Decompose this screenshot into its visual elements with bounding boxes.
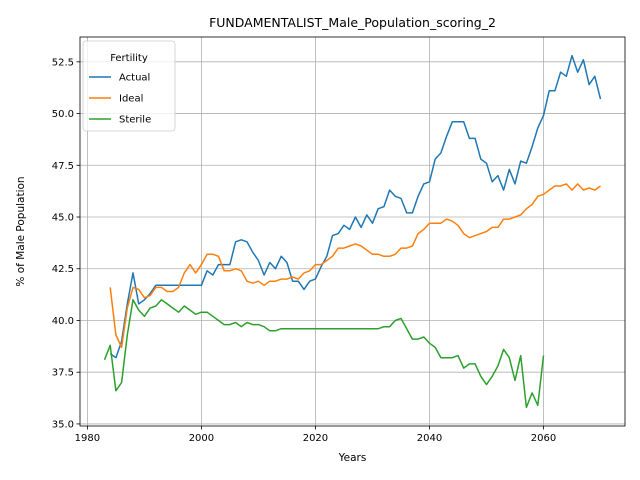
legend: Fertility Actual Ideal Sterile (82, 40, 176, 132)
y-tick-label: 45.0 (52, 213, 74, 224)
series-line-sterile (103, 299, 545, 409)
x-tick-label: 2060 (531, 433, 556, 444)
legend-label-sterile: Sterile (119, 115, 151, 126)
legend-box (82, 40, 176, 132)
series-lines (103, 54, 602, 409)
plot-frame (79, 36, 626, 427)
legend-label-actual: Actual (119, 73, 150, 84)
legend-title: Fertility (110, 53, 148, 64)
x-tick-label: 2000 (189, 433, 214, 444)
y-tick-label: 35.0 (52, 419, 74, 430)
x-tick-label: 2020 (303, 433, 328, 444)
x-tick-label: 1980 (75, 433, 100, 444)
x-tick-label: 2040 (417, 433, 442, 444)
y-axis-ticks: 35.0 37.5 40.0 42.5 45.0 47.5 50.0 52.5 (52, 57, 80, 430)
legend-label-ideal: Ideal (119, 94, 143, 105)
x-axis-label: Years (338, 452, 367, 464)
legend-entries: Actual Ideal Sterile (89, 73, 151, 126)
y-tick-label: 42.5 (52, 264, 74, 275)
y-tick-label: 47.5 (52, 161, 74, 172)
y-tick-label: 50.0 (52, 109, 74, 120)
y-tick-label: 40.0 (52, 316, 74, 327)
series-line-ideal (109, 183, 601, 349)
x-axis-ticks: 1980 2000 2020 2040 2060 (75, 426, 556, 444)
series-line-actual (109, 54, 602, 359)
y-tick-label: 37.5 (52, 368, 74, 379)
chart-title: FUNDAMENTALIST_Male_Population_scoring_2 (209, 15, 496, 30)
y-axis-label: % of Male Population (15, 176, 27, 286)
grid (80, 37, 625, 426)
y-tick-label: 52.5 (52, 57, 74, 68)
